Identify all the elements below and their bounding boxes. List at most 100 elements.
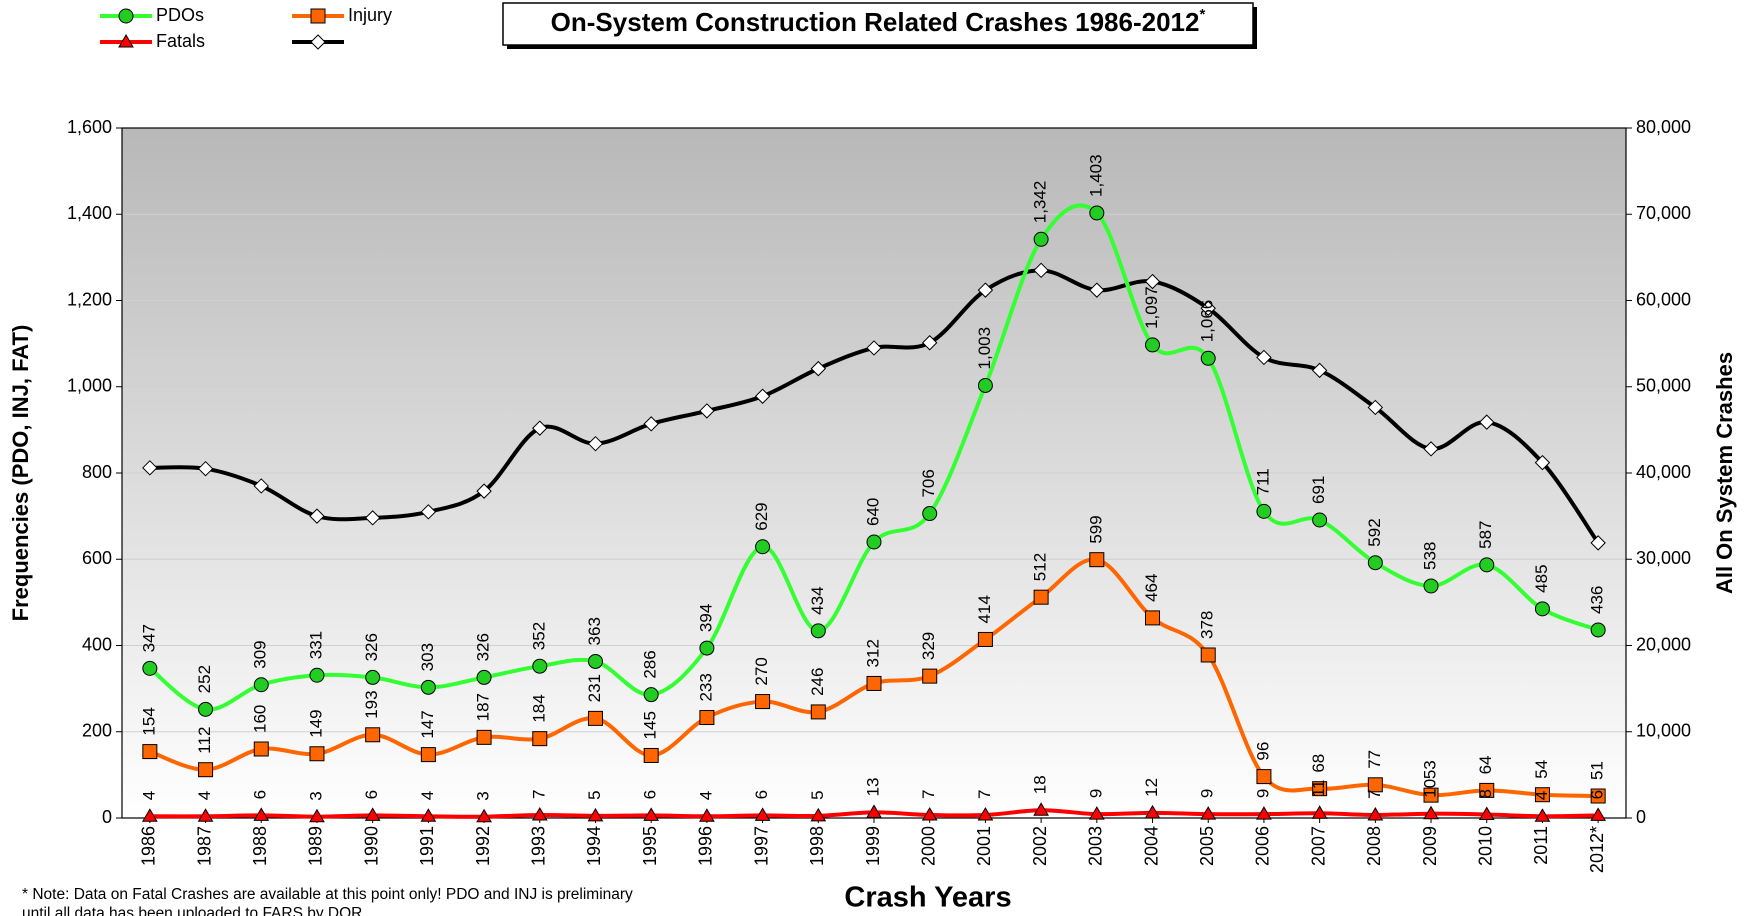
data-label: 7 bbox=[919, 790, 938, 799]
marker bbox=[1423, 441, 1439, 457]
marker bbox=[1256, 769, 1272, 785]
marker bbox=[866, 534, 882, 550]
marker bbox=[253, 478, 269, 494]
data-label: 592 bbox=[1365, 518, 1384, 546]
marker bbox=[141, 808, 158, 822]
marker bbox=[1534, 601, 1550, 617]
marker bbox=[420, 679, 436, 695]
marker bbox=[1033, 802, 1049, 816]
marker bbox=[1534, 454, 1551, 471]
marker bbox=[754, 807, 771, 821]
data-label: 599 bbox=[1086, 515, 1105, 543]
marker bbox=[1200, 300, 1216, 316]
data-label: 5 bbox=[585, 790, 604, 799]
y-tick-label: 600 bbox=[82, 548, 112, 568]
marker bbox=[310, 8, 326, 24]
x-tick-label: 2001 bbox=[974, 826, 994, 866]
marker bbox=[364, 807, 381, 821]
data-label: 312 bbox=[863, 639, 882, 667]
data-label: 629 bbox=[752, 502, 771, 530]
x-tick-label: 1997 bbox=[751, 826, 771, 866]
marker bbox=[142, 460, 158, 476]
data-label: 6 bbox=[362, 790, 381, 799]
marker bbox=[1590, 622, 1606, 638]
data-label: 96 bbox=[1253, 742, 1272, 761]
marker bbox=[922, 506, 938, 522]
title-superscript: * bbox=[1199, 6, 1205, 23]
data-label: 303 bbox=[418, 643, 437, 671]
marker bbox=[476, 669, 492, 685]
y2-tick-label: 40,000 bbox=[1636, 462, 1691, 482]
data-label: 193 bbox=[362, 690, 381, 718]
data-label: 51 bbox=[1588, 761, 1607, 780]
x-tick-label: 1992 bbox=[473, 826, 493, 866]
marker bbox=[866, 804, 882, 818]
data-label: 68 bbox=[1309, 754, 1328, 773]
x-tick-label: 1990 bbox=[361, 826, 381, 866]
marker bbox=[1256, 349, 1272, 366]
y2-tick-label: 60,000 bbox=[1636, 289, 1691, 309]
y-tick-label: 1,600 bbox=[67, 117, 112, 137]
marker bbox=[699, 808, 715, 822]
data-label: 54 bbox=[1532, 760, 1551, 779]
data-label: 18 bbox=[1031, 775, 1050, 794]
data-label: 6 bbox=[1588, 790, 1607, 799]
x-tick-label: 2008 bbox=[1364, 826, 1384, 866]
x-tick-label: 2007 bbox=[1308, 826, 1328, 866]
data-label: 9 bbox=[1086, 789, 1105, 798]
data-label: 233 bbox=[696, 673, 715, 701]
marker bbox=[253, 807, 270, 821]
marker bbox=[1479, 557, 1495, 573]
marker bbox=[118, 8, 134, 24]
data-label: 331 bbox=[306, 631, 325, 659]
marker bbox=[1033, 262, 1049, 279]
x-tick-label: 2002 bbox=[1030, 826, 1050, 866]
marker bbox=[810, 704, 826, 720]
marker bbox=[420, 747, 436, 763]
marker bbox=[1534, 787, 1550, 803]
data-label: 7 bbox=[529, 790, 548, 799]
x-tick-label: 2012* bbox=[1587, 826, 1607, 873]
marker bbox=[1367, 777, 1383, 793]
series-line bbox=[149, 557, 1599, 799]
marker bbox=[532, 658, 548, 674]
data-label: 7 bbox=[975, 790, 994, 799]
data-label: 1,342 bbox=[1031, 181, 1050, 224]
marker bbox=[197, 460, 214, 477]
data-label: 691 bbox=[1309, 476, 1328, 504]
marker bbox=[1145, 610, 1161, 626]
marker bbox=[1200, 350, 1216, 366]
marker bbox=[365, 669, 381, 685]
y-tick-label: 1,000 bbox=[67, 376, 112, 396]
data-label: 270 bbox=[752, 657, 771, 685]
marker bbox=[364, 510, 381, 526]
y-tick-label: 0 bbox=[102, 807, 112, 827]
data-label: 434 bbox=[808, 586, 827, 614]
y2-tick-label: 10,000 bbox=[1636, 721, 1691, 741]
marker bbox=[1089, 205, 1105, 221]
data-label: 286 bbox=[641, 650, 660, 678]
marker bbox=[309, 667, 325, 683]
data-label: 436 bbox=[1588, 586, 1607, 614]
data-label: 485 bbox=[1532, 564, 1551, 592]
y2-tick-label: 0 bbox=[1636, 807, 1646, 827]
marker bbox=[921, 806, 938, 821]
marker bbox=[1088, 806, 1105, 820]
marker bbox=[977, 631, 993, 647]
data-label: 1,003 bbox=[975, 327, 994, 370]
marker bbox=[532, 731, 548, 747]
data-label: 394 bbox=[696, 604, 715, 632]
marker bbox=[1367, 555, 1383, 571]
data-label: 1,097 bbox=[1142, 286, 1161, 329]
data-label: 246 bbox=[808, 668, 827, 696]
marker bbox=[1534, 808, 1551, 822]
marker bbox=[1200, 647, 1216, 663]
x-tick-label: 2006 bbox=[1253, 826, 1273, 866]
marker bbox=[587, 653, 603, 669]
x-tick-label: 1986 bbox=[139, 826, 159, 866]
marker bbox=[476, 808, 492, 823]
data-label: 252 bbox=[195, 665, 214, 693]
marker bbox=[699, 403, 715, 419]
y2-axis-title: All On System Crashes bbox=[1712, 352, 1737, 594]
data-label: 3 bbox=[474, 791, 493, 800]
